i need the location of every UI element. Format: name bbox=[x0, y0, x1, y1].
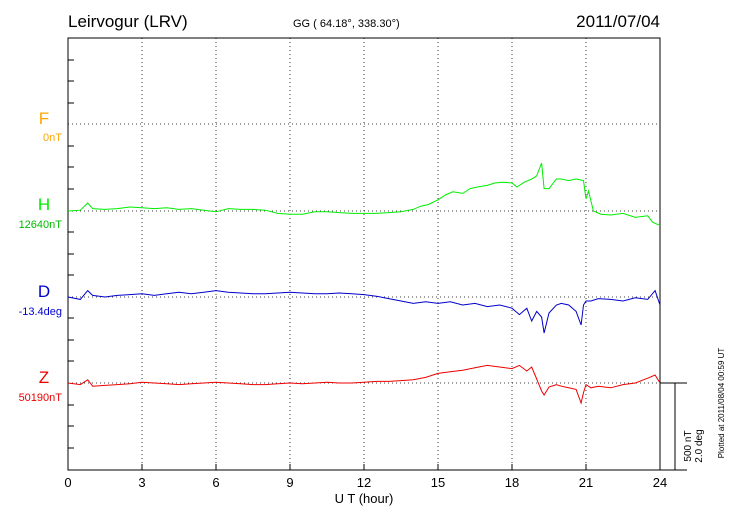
station-title: Leirvogur (LRV) bbox=[68, 12, 188, 31]
x-tick-label: 18 bbox=[505, 475, 519, 490]
series-layer bbox=[67, 162, 661, 405]
series-label-d: D bbox=[38, 282, 50, 301]
scale-deg-label: 2.0 deg bbox=[694, 429, 705, 462]
series-label-f: F bbox=[39, 109, 49, 128]
x-tick-label: 6 bbox=[212, 475, 219, 490]
x-axis-label: U T (hour) bbox=[335, 491, 394, 506]
scale-bar: 500 nT 2.0 deg bbox=[660, 382, 705, 471]
date-label: 2011/07/04 bbox=[576, 12, 660, 31]
grid bbox=[68, 38, 660, 470]
x-tick-label: 12 bbox=[357, 475, 371, 490]
series-line-z bbox=[67, 364, 661, 405]
baseline-label-d: -13.4deg bbox=[19, 306, 62, 318]
scale-nt-label: 500 nT bbox=[683, 430, 694, 461]
series-line-d bbox=[67, 289, 661, 334]
x-tick-label: 15 bbox=[431, 475, 445, 490]
series-line-h bbox=[67, 162, 661, 226]
x-tick-label: 21 bbox=[579, 475, 593, 490]
x-tick-label: 3 bbox=[138, 475, 145, 490]
x-axis: 0 3 6 9 12 15 18 21 24 bbox=[64, 464, 667, 490]
y-ticks bbox=[68, 59, 74, 449]
x-tick-label: 0 bbox=[64, 475, 71, 490]
coordinates-label: GG ( 64.18°, 338.30°) bbox=[293, 18, 400, 30]
x-tick-label: 9 bbox=[286, 475, 293, 490]
baseline-label-z: 50190nT bbox=[19, 392, 63, 404]
plotted-timestamp: Plotted at 2011/08/04 00:59 UT bbox=[717, 348, 726, 459]
x-tick-label: 24 bbox=[653, 475, 667, 490]
baseline-label-f: 0nT bbox=[43, 132, 62, 144]
series-label-z: Z bbox=[39, 368, 49, 387]
series-label-h: H bbox=[38, 195, 50, 214]
baseline-label-h: 12640nT bbox=[19, 219, 63, 231]
